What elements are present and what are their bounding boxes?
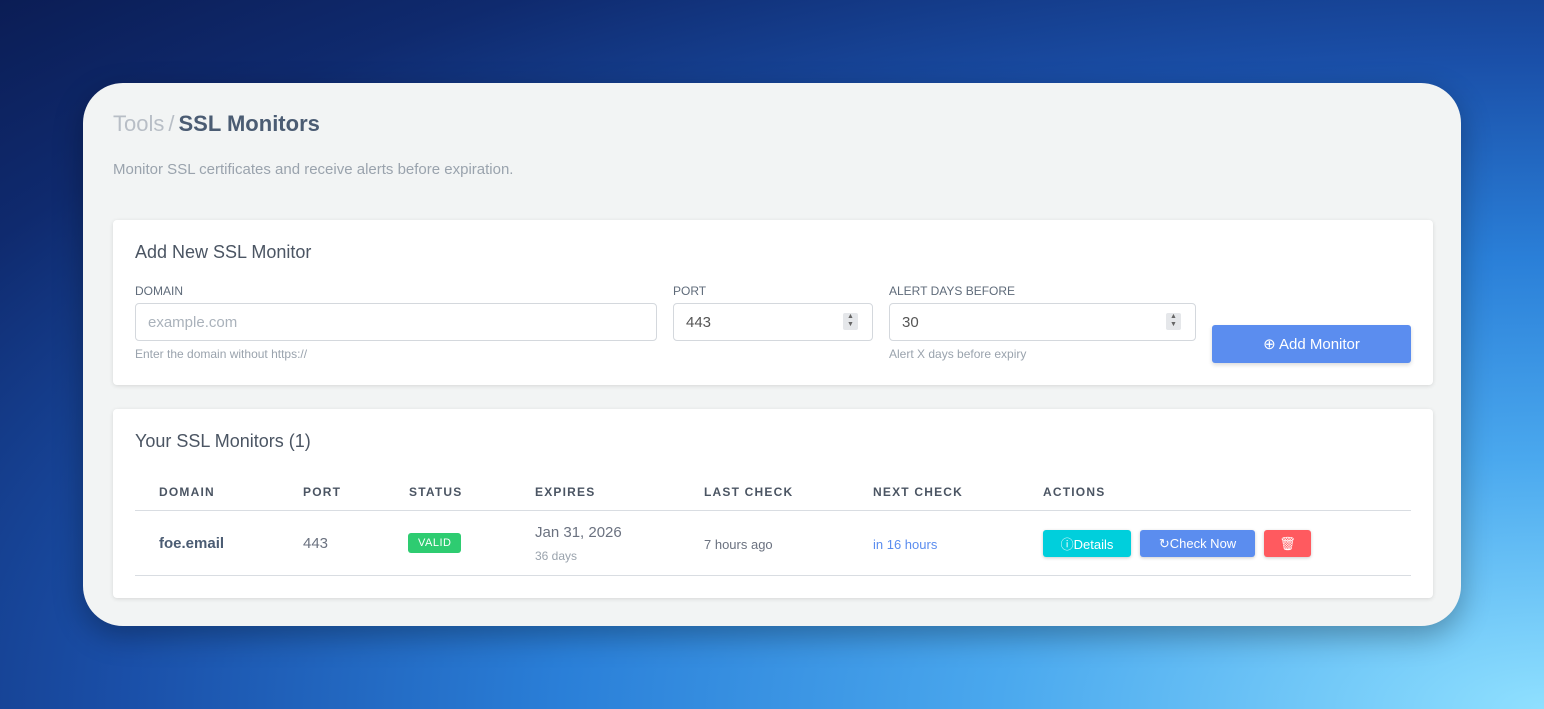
col-port: PORT bbox=[303, 485, 342, 499]
refresh-icon: ↻ bbox=[1158, 535, 1170, 551]
add-monitor-label: Add Monitor bbox=[1279, 336, 1360, 353]
alert-days-label: ALERT DAYS BEFORE bbox=[889, 284, 1016, 298]
add-monitor-card: Add New SSL Monitor DOMAIN Enter the dom… bbox=[113, 220, 1433, 385]
port-label: PORT bbox=[673, 284, 707, 298]
row-expires-in: 36 days bbox=[535, 549, 578, 563]
port-input[interactable] bbox=[673, 303, 873, 341]
trash-icon: 🗑 bbox=[1279, 535, 1296, 551]
alert-days-stepper[interactable]: ▲ ▼ bbox=[1166, 313, 1181, 330]
page-title: SSL Monitors bbox=[178, 111, 320, 136]
page-subtitle: Monitor SSL certificates and receive ale… bbox=[113, 161, 514, 178]
col-actions: ACTIONS bbox=[1043, 485, 1106, 499]
delete-button[interactable]: 🗑 bbox=[1264, 530, 1311, 557]
alert-days-help: Alert X days before expiry bbox=[889, 347, 1027, 361]
details-label: Details bbox=[1073, 537, 1114, 552]
col-status: STATUS bbox=[409, 485, 463, 499]
check-now-button[interactable]: ↻Check Now bbox=[1140, 530, 1255, 557]
info-icon: ⓘ bbox=[1060, 537, 1074, 552]
domain-label: DOMAIN bbox=[135, 284, 183, 298]
domain-help: Enter the domain without https:// bbox=[135, 347, 308, 361]
breadcrumb-tools[interactable]: Tools bbox=[113, 111, 165, 136]
col-last-check: LAST CHECK bbox=[704, 485, 794, 499]
add-monitor-title: Add New SSL Monitor bbox=[135, 242, 312, 262]
monitors-card: Your SSL Monitors (1) DOMAIN PORT STATUS… bbox=[113, 409, 1433, 598]
row-port: 443 bbox=[303, 535, 329, 552]
col-next-check: NEXT CHECK bbox=[873, 485, 964, 499]
main-window: Tools / SSL Monitors Monitor SSL certifica… bbox=[83, 83, 1461, 626]
check-now-label: Check Now bbox=[1169, 535, 1237, 551]
row-domain: foe.email bbox=[159, 535, 225, 552]
details-button[interactable]: ⓘDetails bbox=[1043, 530, 1131, 557]
row-next-check: in 16 hours bbox=[873, 537, 938, 552]
add-monitor-button[interactable]: ⊕ Add Monitor bbox=[1212, 325, 1411, 363]
status-badge: VALID bbox=[408, 533, 462, 553]
breadcrumb-separator: / bbox=[168, 111, 175, 136]
row-divider bbox=[135, 575, 1411, 576]
row-last-check: 7 hours ago bbox=[704, 537, 773, 552]
domain-input[interactable] bbox=[135, 303, 657, 341]
col-domain: DOMAIN bbox=[159, 485, 215, 499]
plus-circle-icon: ⊕ bbox=[1263, 336, 1276, 353]
monitors-title: Your SSL Monitors (1) bbox=[135, 431, 311, 451]
row-expires: Jan 31, 2026 bbox=[535, 524, 622, 541]
breadcrumb: Tools / SSL Monitors bbox=[113, 111, 320, 137]
header-divider bbox=[135, 510, 1411, 511]
port-stepper[interactable]: ▲ ▼ bbox=[843, 313, 858, 330]
alert-days-input[interactable] bbox=[889, 303, 1196, 341]
col-expires: EXPIRES bbox=[535, 485, 596, 499]
